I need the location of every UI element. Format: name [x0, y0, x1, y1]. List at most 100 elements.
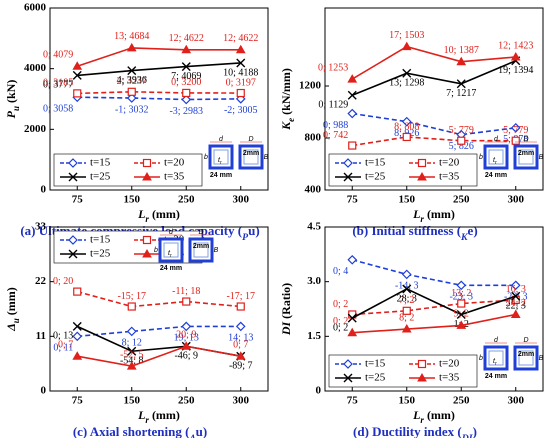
section-inner	[518, 149, 534, 165]
legend-label: t=35	[164, 171, 185, 183]
marker	[343, 172, 353, 182]
data-label: 0; 742	[323, 130, 348, 141]
section-inner	[213, 149, 229, 165]
caption: (d) Ductility index (DI)	[353, 424, 477, 438]
marker	[343, 158, 353, 168]
inset-label: B	[264, 154, 269, 161]
data-label: 5; 826	[449, 141, 474, 152]
data-label: 0; 13	[53, 331, 73, 342]
series-line	[352, 136, 516, 147]
marker	[68, 158, 78, 168]
inset-label: 24 mm	[210, 172, 232, 179]
inset-label: 2mm	[518, 150, 534, 157]
y-axis-label: Ke (kN/mm)	[279, 68, 296, 131]
series-line	[352, 313, 516, 334]
data-label: 0; 2	[333, 299, 348, 310]
data-label: 13; 1298	[389, 78, 424, 89]
marker	[510, 280, 521, 291]
y-tick-label: 33	[35, 221, 47, 233]
data-label: 13; 2	[451, 288, 471, 299]
data-label: -11; 18	[172, 286, 200, 297]
caption: (c) Axial shortening (Δu)	[73, 424, 207, 438]
y-axis-label: DI (Ratio)	[279, 283, 293, 336]
y-tick-label: 2000	[24, 123, 47, 135]
series-line	[76, 47, 241, 68]
data-label: 0; 20	[53, 276, 73, 287]
section-inner	[243, 149, 259, 165]
section-inner	[163, 242, 179, 258]
section-inner	[488, 149, 504, 165]
marker	[181, 62, 191, 72]
x-axis-label-part: L	[137, 207, 145, 221]
inset-label: D	[523, 337, 528, 344]
legend-label: t=35	[439, 372, 460, 384]
marker	[182, 297, 191, 306]
series-line	[352, 112, 516, 136]
y-axis-label: Δu (mm)	[4, 287, 21, 332]
data-label: 12; 4622	[169, 33, 204, 44]
inset-label: tr	[218, 157, 222, 166]
data-label: -54; 8	[120, 356, 144, 367]
legend-box	[328, 354, 478, 388]
marker	[181, 341, 192, 350]
y-axis-label: Pu (kN)	[4, 80, 21, 119]
caption-part: e	[468, 223, 474, 238]
marker	[511, 136, 520, 145]
legend-label: t=25	[365, 171, 386, 183]
marker	[126, 361, 137, 370]
legend-label: t=25	[365, 372, 386, 384]
marker	[401, 41, 412, 51]
x-axis-label: Lr (mm)	[412, 207, 455, 224]
legend-label: t=20	[164, 157, 185, 169]
data-label: -2; 3005	[224, 105, 258, 116]
data-label: 0; 4	[333, 266, 348, 277]
x-axis-label-part: r	[145, 214, 149, 224]
marker	[347, 313, 357, 323]
marker	[72, 321, 82, 331]
x-tick-label: 75	[347, 395, 359, 407]
marker	[68, 249, 78, 259]
y-axis-label-part: (mm)	[4, 287, 18, 318]
data-label: 0; 3200	[171, 77, 201, 88]
series-line	[351, 288, 517, 319]
x-tick-label: 250	[453, 395, 470, 407]
marker	[457, 299, 466, 308]
x-axis-label-part: (mm)	[149, 408, 180, 422]
y-tick-label: 0	[316, 385, 322, 397]
caption-part: (c) Axial shortening (	[73, 424, 190, 438]
y-tick-label: 6000	[24, 2, 47, 14]
marker	[127, 346, 137, 356]
marker	[347, 254, 358, 265]
inset-label: b	[479, 154, 483, 161]
data-label: 4; 3936	[117, 75, 147, 86]
marker	[126, 93, 137, 103]
data-label: 24; 2	[506, 298, 526, 309]
inset-label: B	[539, 154, 544, 161]
caption-part: )	[473, 223, 477, 238]
marker	[72, 61, 83, 70]
inset-label: d	[494, 337, 499, 344]
section-inner	[488, 350, 504, 366]
data-label: 10; 1387	[444, 45, 479, 56]
data-label: 19; 1394	[498, 65, 533, 76]
data-label: 7; 2	[399, 295, 414, 306]
marker	[127, 87, 136, 96]
legend-label: t=20	[439, 358, 460, 370]
series-line	[77, 62, 241, 77]
caption-part: )	[473, 424, 477, 438]
caption-part: u	[196, 424, 203, 438]
data-label: -3; 2983	[169, 106, 203, 117]
marker	[127, 66, 137, 76]
series-line	[352, 259, 516, 287]
marker	[511, 291, 521, 301]
data-label: 17; 1503	[389, 30, 424, 41]
marker	[456, 309, 466, 319]
inset-label: tr	[493, 358, 497, 367]
inset-label: b	[154, 247, 158, 254]
marker	[347, 108, 358, 119]
series-line	[77, 91, 241, 95]
marker	[142, 158, 152, 168]
marker	[181, 321, 192, 332]
legend-label: t=35	[439, 171, 460, 183]
